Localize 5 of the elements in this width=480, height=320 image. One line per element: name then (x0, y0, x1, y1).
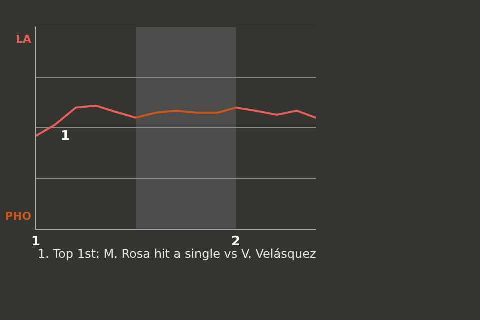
text: 1. Top 1st: M. Rosa hit a single vs V. Velásquez (38, 247, 316, 261)
x-tick-label: 2 (231, 234, 241, 250)
text: PHO (5, 210, 32, 223)
text: LA (16, 33, 32, 46)
annotation: 1 (61, 129, 70, 144)
